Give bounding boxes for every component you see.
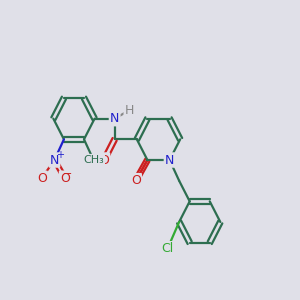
- Text: +: +: [56, 150, 64, 160]
- Text: O: O: [131, 174, 141, 187]
- Text: O: O: [60, 172, 70, 185]
- Text: Cl: Cl: [161, 242, 174, 255]
- Text: −: −: [62, 169, 72, 179]
- Text: N: N: [110, 112, 119, 125]
- Text: CH₃: CH₃: [83, 155, 104, 165]
- Text: N: N: [50, 154, 59, 166]
- Text: H: H: [125, 104, 134, 117]
- Text: O: O: [37, 172, 47, 185]
- Text: N: N: [165, 154, 174, 166]
- Text: O: O: [99, 154, 109, 166]
